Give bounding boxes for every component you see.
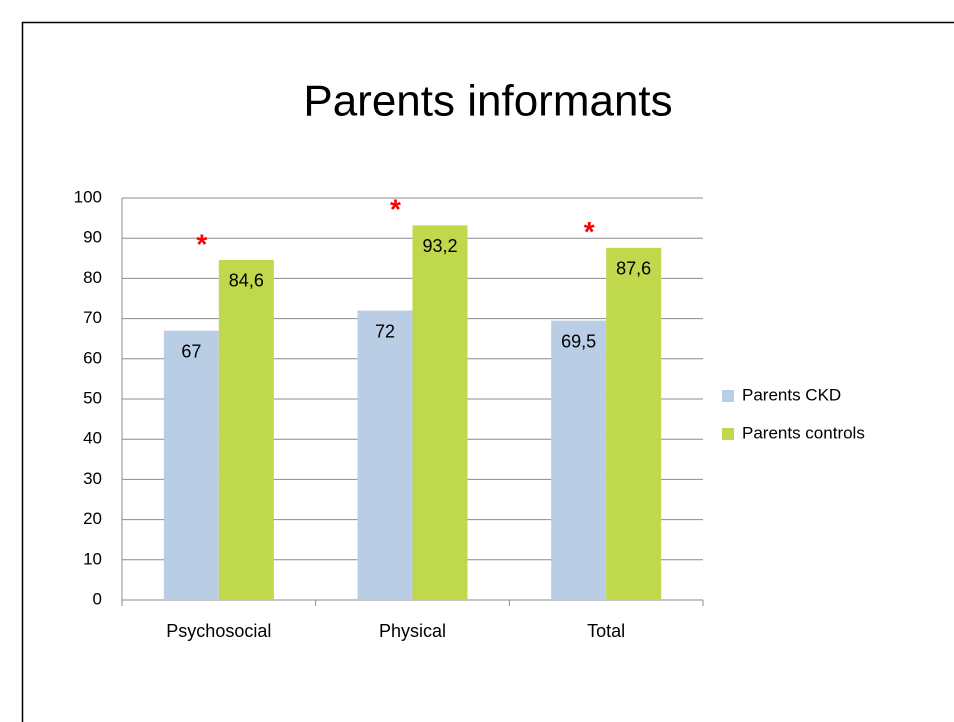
y-tick-label: 10 — [83, 549, 102, 568]
y-tick-label: 50 — [83, 388, 102, 407]
data-label: 87,6 — [616, 259, 651, 279]
y-tick-label: 0 — [93, 589, 102, 608]
bar — [357, 310, 413, 600]
data-label: 72 — [375, 321, 395, 341]
x-tick-label: Total — [587, 621, 625, 641]
bar — [412, 225, 468, 600]
y-tick-label: 100 — [74, 187, 102, 206]
legend-swatch — [722, 428, 734, 440]
y-tick-label: 40 — [83, 429, 102, 448]
bar — [218, 259, 274, 600]
x-tick-label: Physical — [379, 621, 446, 641]
legend-label: Parents CKD — [742, 385, 841, 404]
significance-marker: * — [390, 194, 401, 225]
significance-marker: * — [584, 216, 595, 247]
data-label: 93,2 — [422, 236, 457, 256]
bar — [606, 247, 662, 600]
bar — [163, 330, 219, 600]
y-tick-label: 20 — [83, 509, 102, 528]
chart-title: Parents informants — [303, 77, 672, 126]
legend-swatch — [722, 390, 734, 402]
y-tick-label: 70 — [83, 308, 102, 327]
y-tick-label: 60 — [83, 348, 102, 367]
bar — [551, 320, 607, 600]
y-tick-label: 80 — [83, 268, 102, 287]
legend-label: Parents controls — [742, 423, 865, 442]
x-tick-label: Psychosocial — [166, 621, 271, 641]
data-label: 84,6 — [229, 271, 264, 291]
y-tick-label: 30 — [83, 469, 102, 488]
slide-border — [21, 21, 954, 722]
data-label: 67 — [181, 341, 201, 361]
data-label: 69,5 — [561, 331, 596, 351]
significance-marker: * — [196, 228, 207, 259]
y-tick-label: 90 — [83, 228, 102, 247]
